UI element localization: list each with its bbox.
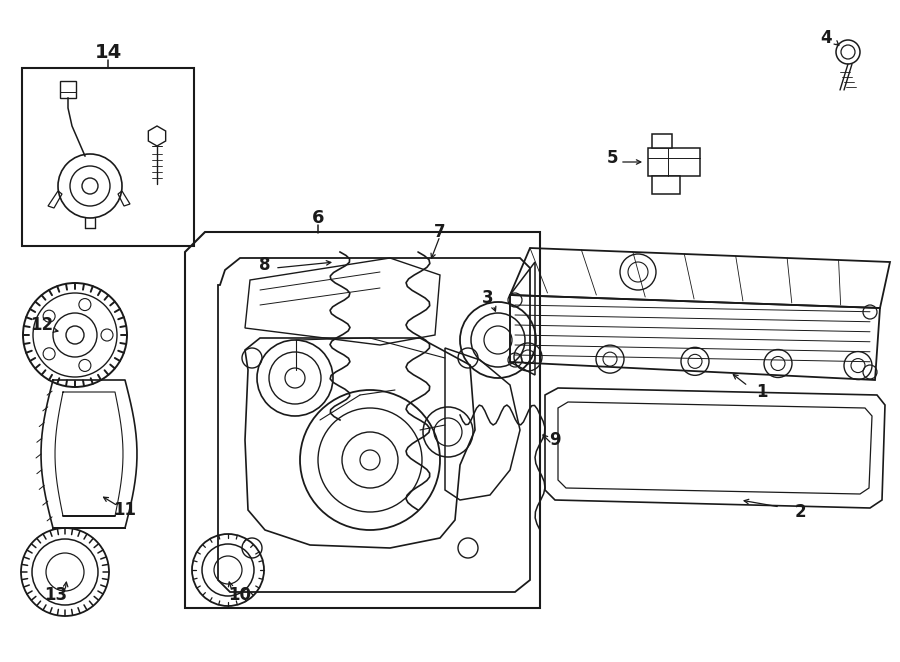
Text: 14: 14 bbox=[94, 42, 122, 62]
Text: 12: 12 bbox=[31, 316, 54, 334]
Text: 2: 2 bbox=[794, 503, 806, 521]
Text: 1: 1 bbox=[756, 383, 768, 401]
Text: 5: 5 bbox=[607, 149, 617, 167]
Text: 10: 10 bbox=[229, 586, 251, 604]
FancyBboxPatch shape bbox=[22, 68, 194, 246]
Text: 11: 11 bbox=[113, 501, 137, 519]
Text: 6: 6 bbox=[311, 209, 324, 227]
Text: 9: 9 bbox=[549, 431, 561, 449]
Text: 3: 3 bbox=[482, 289, 494, 307]
FancyBboxPatch shape bbox=[652, 176, 680, 194]
Text: 13: 13 bbox=[44, 586, 68, 604]
Text: 4: 4 bbox=[820, 29, 832, 47]
FancyBboxPatch shape bbox=[648, 148, 700, 176]
Text: 7: 7 bbox=[434, 223, 446, 241]
FancyBboxPatch shape bbox=[652, 134, 672, 148]
Text: 8: 8 bbox=[259, 256, 271, 274]
